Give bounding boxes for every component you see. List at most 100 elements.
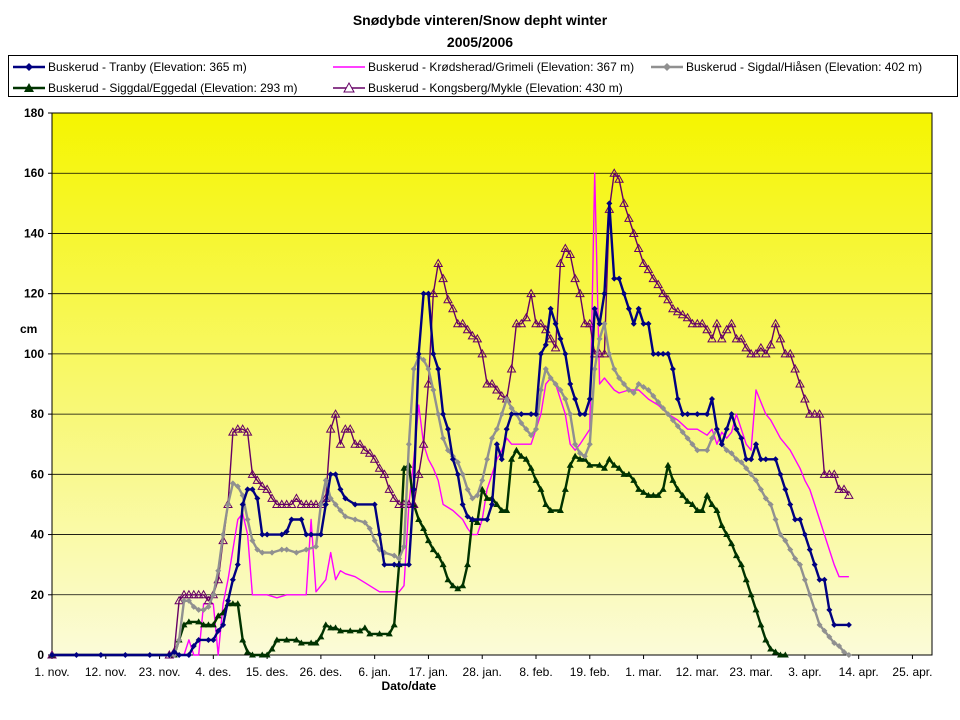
data-point xyxy=(545,333,556,343)
legend-label-eggedal: Buskerud - Siggdal/Eggedal (Elevation: 2… xyxy=(48,81,298,95)
data-point xyxy=(522,455,530,462)
data-point xyxy=(806,591,813,598)
data-point xyxy=(752,606,760,613)
data-point xyxy=(625,305,632,312)
data-point xyxy=(381,561,388,568)
data-point xyxy=(355,439,365,448)
data-point xyxy=(459,501,466,508)
data-point xyxy=(562,350,569,357)
y-tick-label: 80 xyxy=(31,407,45,421)
data-point xyxy=(498,411,505,418)
data-point xyxy=(770,318,781,328)
data-point xyxy=(577,450,583,457)
data-point xyxy=(298,516,305,523)
data-point xyxy=(679,491,687,498)
data-point xyxy=(804,409,815,418)
data-point xyxy=(244,516,251,523)
data-point xyxy=(449,582,457,589)
data-point xyxy=(288,516,295,523)
data-point xyxy=(668,303,678,313)
data-point xyxy=(428,288,439,298)
data-point xyxy=(171,648,178,655)
legend-marker-mykle xyxy=(333,81,365,93)
series-line xyxy=(52,172,849,656)
x-axis: 1. nov. 12. nov. 23. nov. 4. des. 15. des. 26… xyxy=(34,654,932,679)
data-point xyxy=(248,651,256,658)
data-point xyxy=(772,456,779,463)
data-point xyxy=(542,341,549,348)
data-point xyxy=(586,396,593,403)
x-tick-label: 19. feb. xyxy=(570,665,610,679)
data-point xyxy=(445,447,451,454)
data-point xyxy=(620,470,628,477)
data-point xyxy=(239,501,246,508)
data-point xyxy=(185,652,192,658)
data-point xyxy=(586,461,594,468)
y-tick-label: 120 xyxy=(24,287,44,301)
data-point xyxy=(684,435,691,442)
data-point xyxy=(831,621,838,628)
x-tick-label: 4. des. xyxy=(195,665,231,679)
data-point xyxy=(252,475,263,484)
data-point xyxy=(523,426,530,433)
data-point xyxy=(570,273,580,283)
data-point xyxy=(259,531,266,538)
data-point xyxy=(508,411,515,418)
data-point xyxy=(625,387,632,394)
data-point xyxy=(376,630,384,637)
x-tick-label: 1. mar. xyxy=(625,665,662,679)
data-point xyxy=(369,454,380,463)
data-point xyxy=(775,333,786,343)
data-point xyxy=(702,324,712,334)
data-point xyxy=(760,348,771,358)
data-point xyxy=(561,485,569,492)
data-point xyxy=(489,435,495,442)
data-point xyxy=(440,411,447,418)
data-point xyxy=(826,606,833,613)
data-point xyxy=(462,324,473,334)
data-point xyxy=(536,318,546,328)
data-point xyxy=(435,365,442,372)
data-point xyxy=(824,469,835,478)
data-point xyxy=(718,522,726,529)
data-point xyxy=(839,484,849,493)
data-point xyxy=(303,531,310,538)
data-point xyxy=(625,470,633,477)
data-point xyxy=(801,576,808,583)
data-point xyxy=(371,501,378,508)
data-point xyxy=(262,484,272,493)
data-point xyxy=(364,448,375,457)
data-point xyxy=(792,516,799,523)
data-point xyxy=(712,318,722,328)
data-point xyxy=(385,630,393,637)
data-point xyxy=(204,621,212,628)
data-point xyxy=(684,411,691,418)
data-point xyxy=(596,320,603,327)
data-point xyxy=(845,621,852,628)
data-point xyxy=(249,537,256,544)
x-tick-label: 17. jan. xyxy=(409,665,448,679)
data-point xyxy=(420,356,427,363)
data-point xyxy=(352,501,359,508)
data-point xyxy=(435,411,442,418)
data-point xyxy=(225,597,231,604)
data-point xyxy=(713,426,720,433)
data-point xyxy=(467,330,478,340)
data-point xyxy=(396,561,403,568)
data-point xyxy=(181,597,187,604)
data-point xyxy=(792,555,799,562)
data-point xyxy=(806,546,813,553)
data-point xyxy=(301,499,312,508)
chart-title: Snødybde vinteren/Snow depht winter xyxy=(352,12,608,28)
data-point xyxy=(836,642,843,649)
data-point xyxy=(518,420,525,427)
data-point xyxy=(346,627,354,634)
x-tick-label: 12. mar. xyxy=(676,665,719,679)
data-point xyxy=(703,491,711,498)
data-point xyxy=(790,363,800,373)
data-point xyxy=(674,423,681,430)
data-point xyxy=(713,506,721,513)
data-point xyxy=(180,621,188,628)
data-point xyxy=(360,445,370,454)
